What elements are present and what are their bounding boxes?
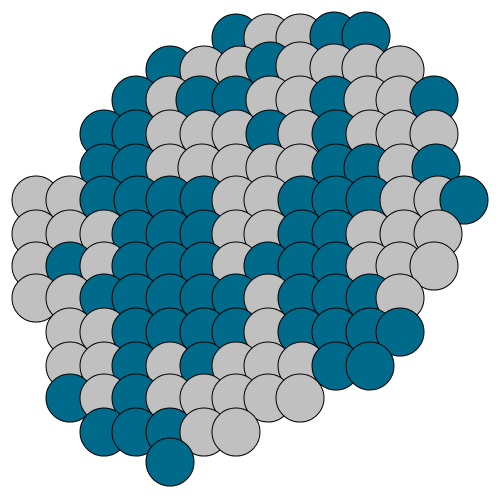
teal-atom-sphere	[439, 175, 489, 225]
gray-atom-sphere	[275, 373, 325, 423]
teal-atom-sphere	[145, 437, 195, 487]
teal-atom-sphere	[375, 307, 425, 357]
teal-atom-sphere	[345, 341, 395, 391]
gray-atom-sphere	[211, 407, 261, 457]
gray-atom-sphere	[409, 241, 459, 291]
